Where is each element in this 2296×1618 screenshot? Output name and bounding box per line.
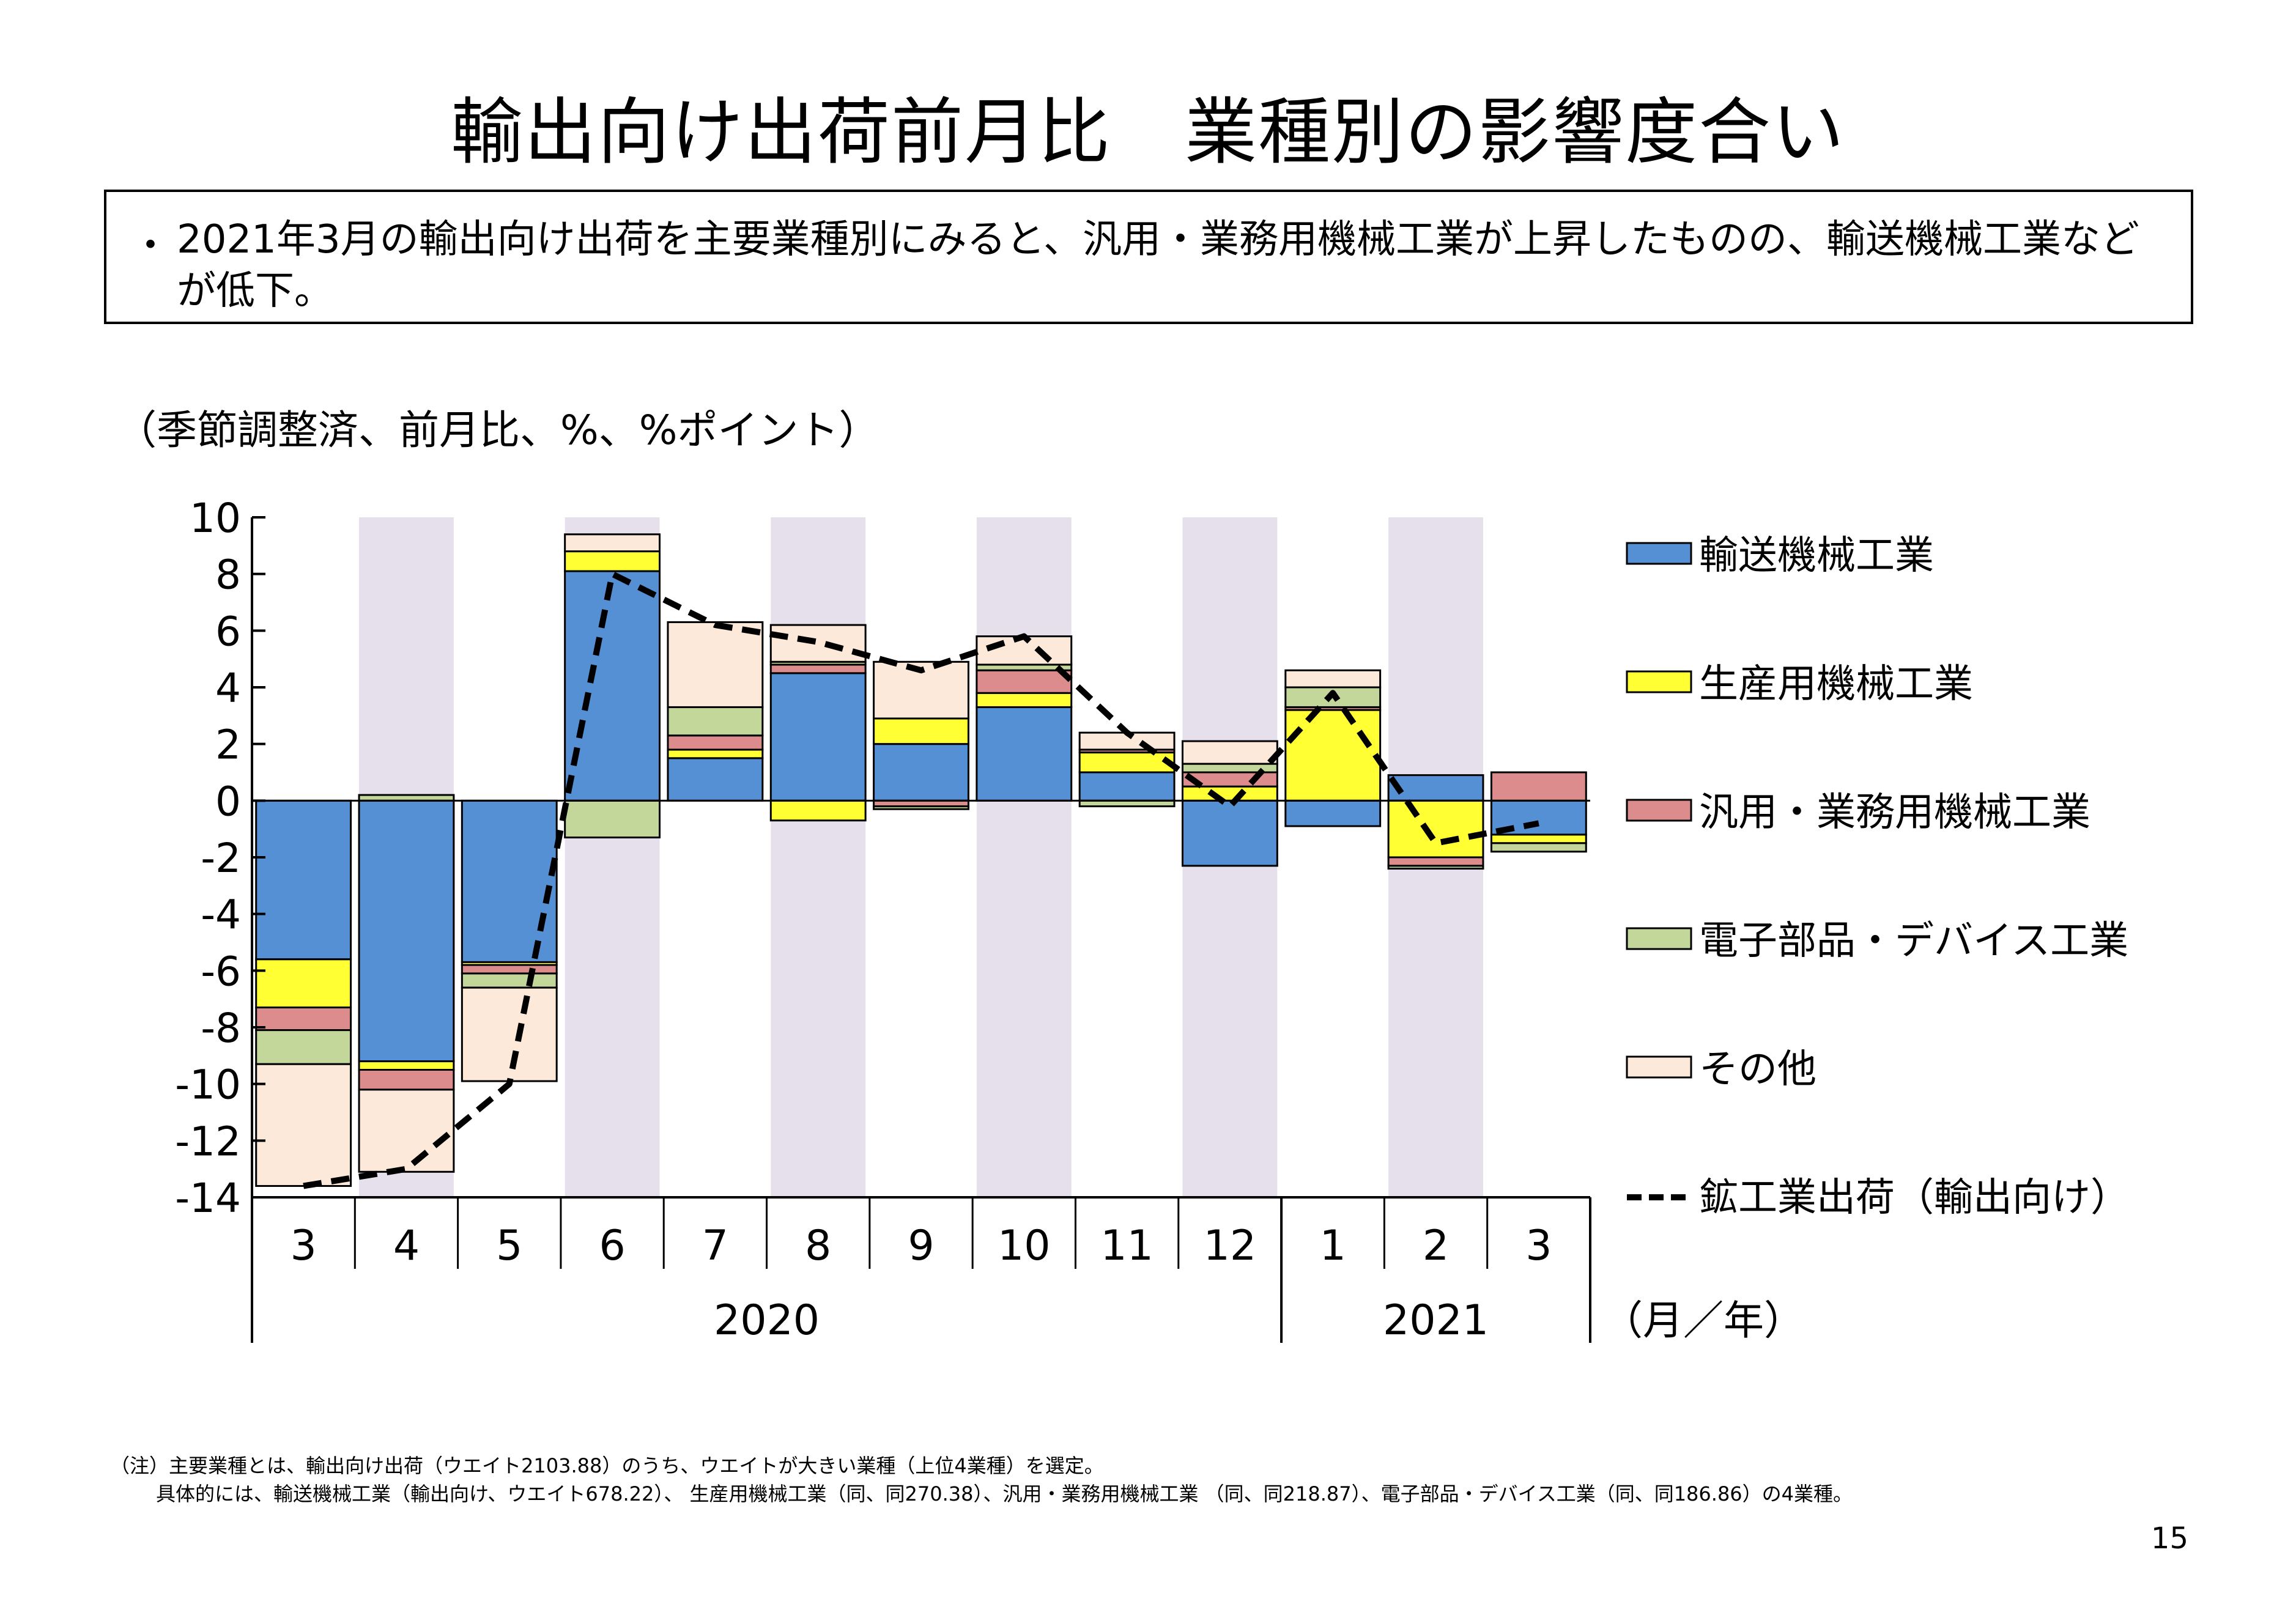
x-tick-label: 1 xyxy=(1320,1222,1346,1270)
x-tick-label: 3 xyxy=(1525,1222,1552,1270)
bar-segment-electronic xyxy=(255,1029,352,1065)
year-label: 2021 xyxy=(1383,1296,1489,1345)
bar-segment-other xyxy=(1182,740,1278,765)
x-tick-label: 10 xyxy=(998,1222,1051,1270)
bar-segment-production xyxy=(1490,833,1587,844)
summary-box: ・ 2021年3月の輸出向け出荷を主要業種別にみると、汎用・業務用機械工業が上昇… xyxy=(104,190,2193,324)
bar-segment-transport xyxy=(1182,799,1278,867)
bar-segment-production xyxy=(1284,709,1382,802)
legend-label-general: 汎用・業務用機械工業 xyxy=(1699,790,2090,835)
footnote-2: 具体的には、輸送機械工業（輸出向け、ウエイト678.22）、 生産用機械工業（同… xyxy=(156,1482,1853,1505)
bar-segment-other xyxy=(358,1088,455,1173)
bar-segment-transport xyxy=(1284,799,1382,827)
bar-segment-transport xyxy=(255,799,352,961)
bar-segment-production xyxy=(1387,799,1484,859)
legend-swatch-transport xyxy=(1626,542,1692,565)
legend-swatch-other xyxy=(1626,1055,1692,1079)
y-tick-label: 6 xyxy=(215,608,241,655)
bar-segment-electronic xyxy=(564,799,661,839)
footnote-1: （注）主要業種とは、輸出向け出荷（ウエイト2103.88）のうち、ウエイトが大き… xyxy=(110,1454,1104,1477)
y-tick-label: -2 xyxy=(201,835,241,882)
bar-segment-general xyxy=(1490,771,1587,802)
y-tick-label: -6 xyxy=(201,948,241,995)
x-tick-label: 12 xyxy=(1204,1222,1257,1270)
summary-bullet: ・ xyxy=(131,223,170,268)
y-tick-label: 8 xyxy=(215,552,241,599)
bar-segment-electronic xyxy=(667,706,764,737)
year-label: 2020 xyxy=(714,1296,820,1345)
y-tick-label: 2 xyxy=(215,722,241,769)
bar-segment-production xyxy=(873,717,969,745)
bar-segment-general xyxy=(976,669,1073,694)
bar-segment-production xyxy=(1182,785,1278,802)
bar-segment-other xyxy=(667,621,764,708)
y-tick-label: -10 xyxy=(175,1062,241,1109)
bar-segment-transport xyxy=(461,799,558,963)
x-tick-label: 3 xyxy=(291,1222,317,1270)
bar-segment-other xyxy=(769,624,867,663)
y-tick-label: 4 xyxy=(215,665,241,712)
legend-swatch-general xyxy=(1626,799,1692,822)
legend-swatch-electronic xyxy=(1626,927,1692,950)
line-series-total xyxy=(303,571,1539,1189)
x-tick-label: 11 xyxy=(1100,1222,1154,1270)
legend-label-transport: 輸送機械工業 xyxy=(1699,533,1934,578)
x-tick-label: 2 xyxy=(1423,1222,1449,1270)
bar-segment-transport xyxy=(769,672,867,802)
summary-text: 2021年3月の輸出向け出荷を主要業種別にみると、汎用・業務用機械工業が上昇した… xyxy=(177,217,2140,314)
bar-segment-production xyxy=(976,692,1073,708)
x-tick-label: 6 xyxy=(599,1222,625,1270)
x-tick-label: 8 xyxy=(805,1222,831,1270)
bar-segment-general xyxy=(358,1069,455,1091)
bar-segment-general xyxy=(667,734,764,751)
legend-label-line: 鉱工業出荷（輸出向け） xyxy=(1699,1175,2130,1221)
bar-segment-electronic xyxy=(461,972,558,989)
bar-segment-general xyxy=(255,1007,352,1032)
bar-segment-transport xyxy=(976,706,1073,802)
x-tick-label: 4 xyxy=(393,1222,420,1270)
x-unit-label: （月／年） xyxy=(1602,1297,1804,1344)
page-title: 輸出向け出荷前月比 業種別の影響度合い xyxy=(450,90,1845,174)
legend-label-production: 生産用機械工業 xyxy=(1699,662,1973,707)
bar-segment-other xyxy=(564,533,661,553)
bar-segment-transport xyxy=(564,570,661,802)
x-tick-label: 7 xyxy=(702,1222,728,1270)
unit-label: （季節調整済、前月比、%、%ポイント） xyxy=(116,407,880,454)
bar-segment-transport xyxy=(1078,771,1176,802)
bar-segment-production xyxy=(769,799,867,822)
bar-segment-production xyxy=(1078,752,1176,774)
legend-swatch-production xyxy=(1626,670,1692,693)
x-tick-label: 9 xyxy=(908,1222,934,1270)
y-tick-label: -8 xyxy=(201,1005,241,1052)
bar-segment-general xyxy=(461,964,558,975)
y-tick-label: 10 xyxy=(190,495,241,542)
page-number: 15 xyxy=(2150,1521,2188,1556)
y-tick-label: -4 xyxy=(201,892,241,939)
bar-segment-general xyxy=(769,663,867,674)
shade-band xyxy=(976,517,1072,1197)
bar-segment-production xyxy=(358,1060,455,1071)
x-tick-label: 5 xyxy=(496,1222,522,1270)
bar-segment-production xyxy=(667,748,764,759)
bar-segment-electronic xyxy=(1387,865,1484,870)
legend-label-other: その他 xyxy=(1699,1047,1816,1092)
bar-segment-other xyxy=(1284,669,1382,689)
shade-band xyxy=(771,517,866,1197)
y-tick-label: 0 xyxy=(215,778,241,825)
legend-label-electronic: 電子部品・デバイス工業 xyxy=(1699,918,2128,964)
y-tick-label: -12 xyxy=(175,1118,241,1165)
bar-segment-transport xyxy=(358,799,455,1063)
bar-segment-production xyxy=(564,550,661,572)
bar-segment-electronic xyxy=(873,805,969,810)
bar-segment-general xyxy=(1387,856,1484,867)
bar-segment-other xyxy=(461,986,558,1082)
bar-segment-other xyxy=(255,1063,352,1187)
bar-segment-transport xyxy=(667,757,764,802)
bar-segment-production xyxy=(255,958,352,1009)
y-tick-label: -14 xyxy=(175,1175,241,1222)
bar-segment-transport xyxy=(1387,774,1484,802)
bar-segment-electronic xyxy=(1490,842,1587,853)
bar-segment-transport xyxy=(873,743,969,802)
